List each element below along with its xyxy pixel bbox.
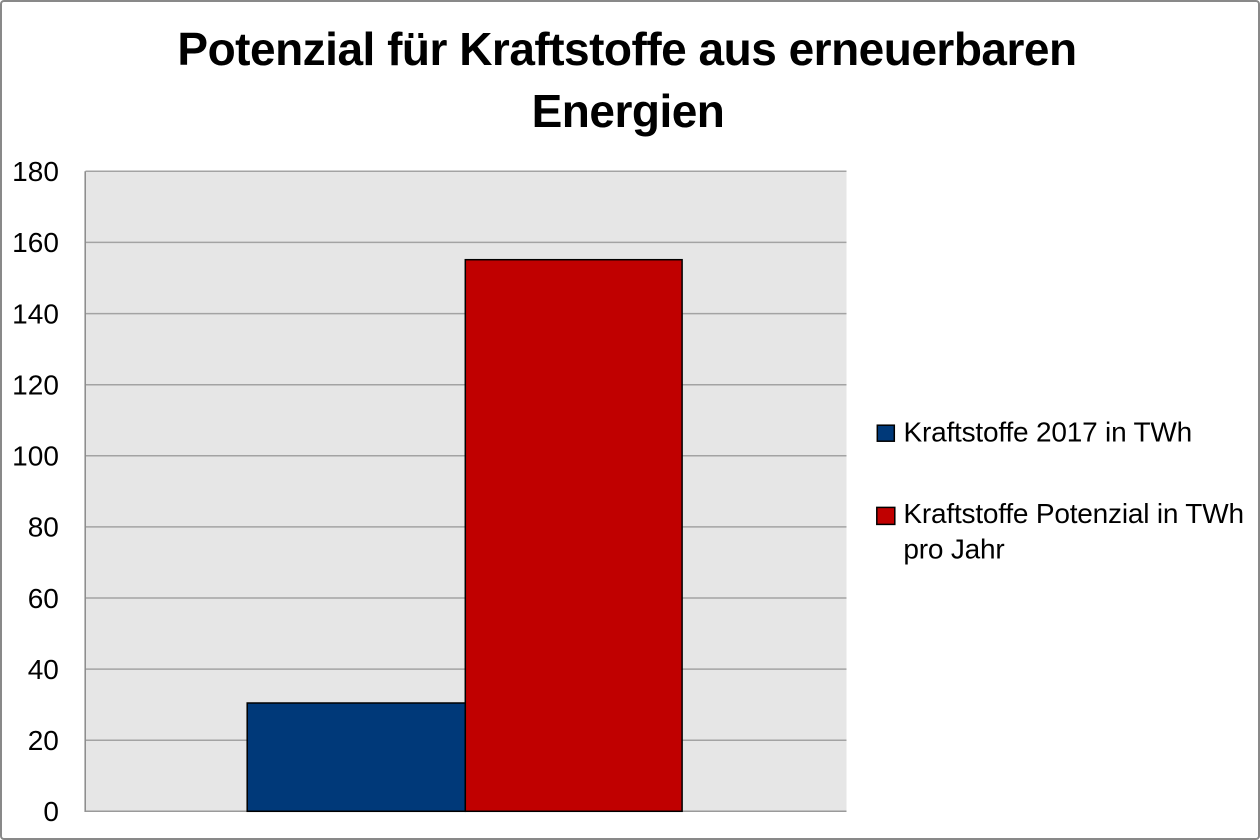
svg-text:100: 100 [12, 441, 59, 472]
svg-text:Energien: Energien [532, 85, 725, 137]
svg-text:160: 160 [12, 227, 59, 258]
svg-text:20: 20 [28, 725, 59, 756]
svg-text:0: 0 [43, 796, 59, 827]
svg-text:pro Jahr: pro Jahr [903, 534, 1004, 565]
svg-text:140: 140 [12, 298, 59, 329]
svg-text:180: 180 [12, 156, 59, 187]
svg-text:Kraftstoffe 2017 in TWh: Kraftstoffe 2017 in TWh [904, 416, 1193, 447]
svg-text:Potenzial für Kraftstoffe aus: Potenzial für Kraftstoffe aus erneuerbar… [177, 23, 1076, 75]
svg-text:40: 40 [28, 654, 59, 685]
svg-text:Kraftstoffe Potenzial in TWh: Kraftstoffe Potenzial in TWh [903, 498, 1243, 529]
svg-text:60: 60 [28, 583, 59, 614]
svg-text:120: 120 [12, 369, 59, 400]
svg-text:80: 80 [28, 512, 59, 543]
